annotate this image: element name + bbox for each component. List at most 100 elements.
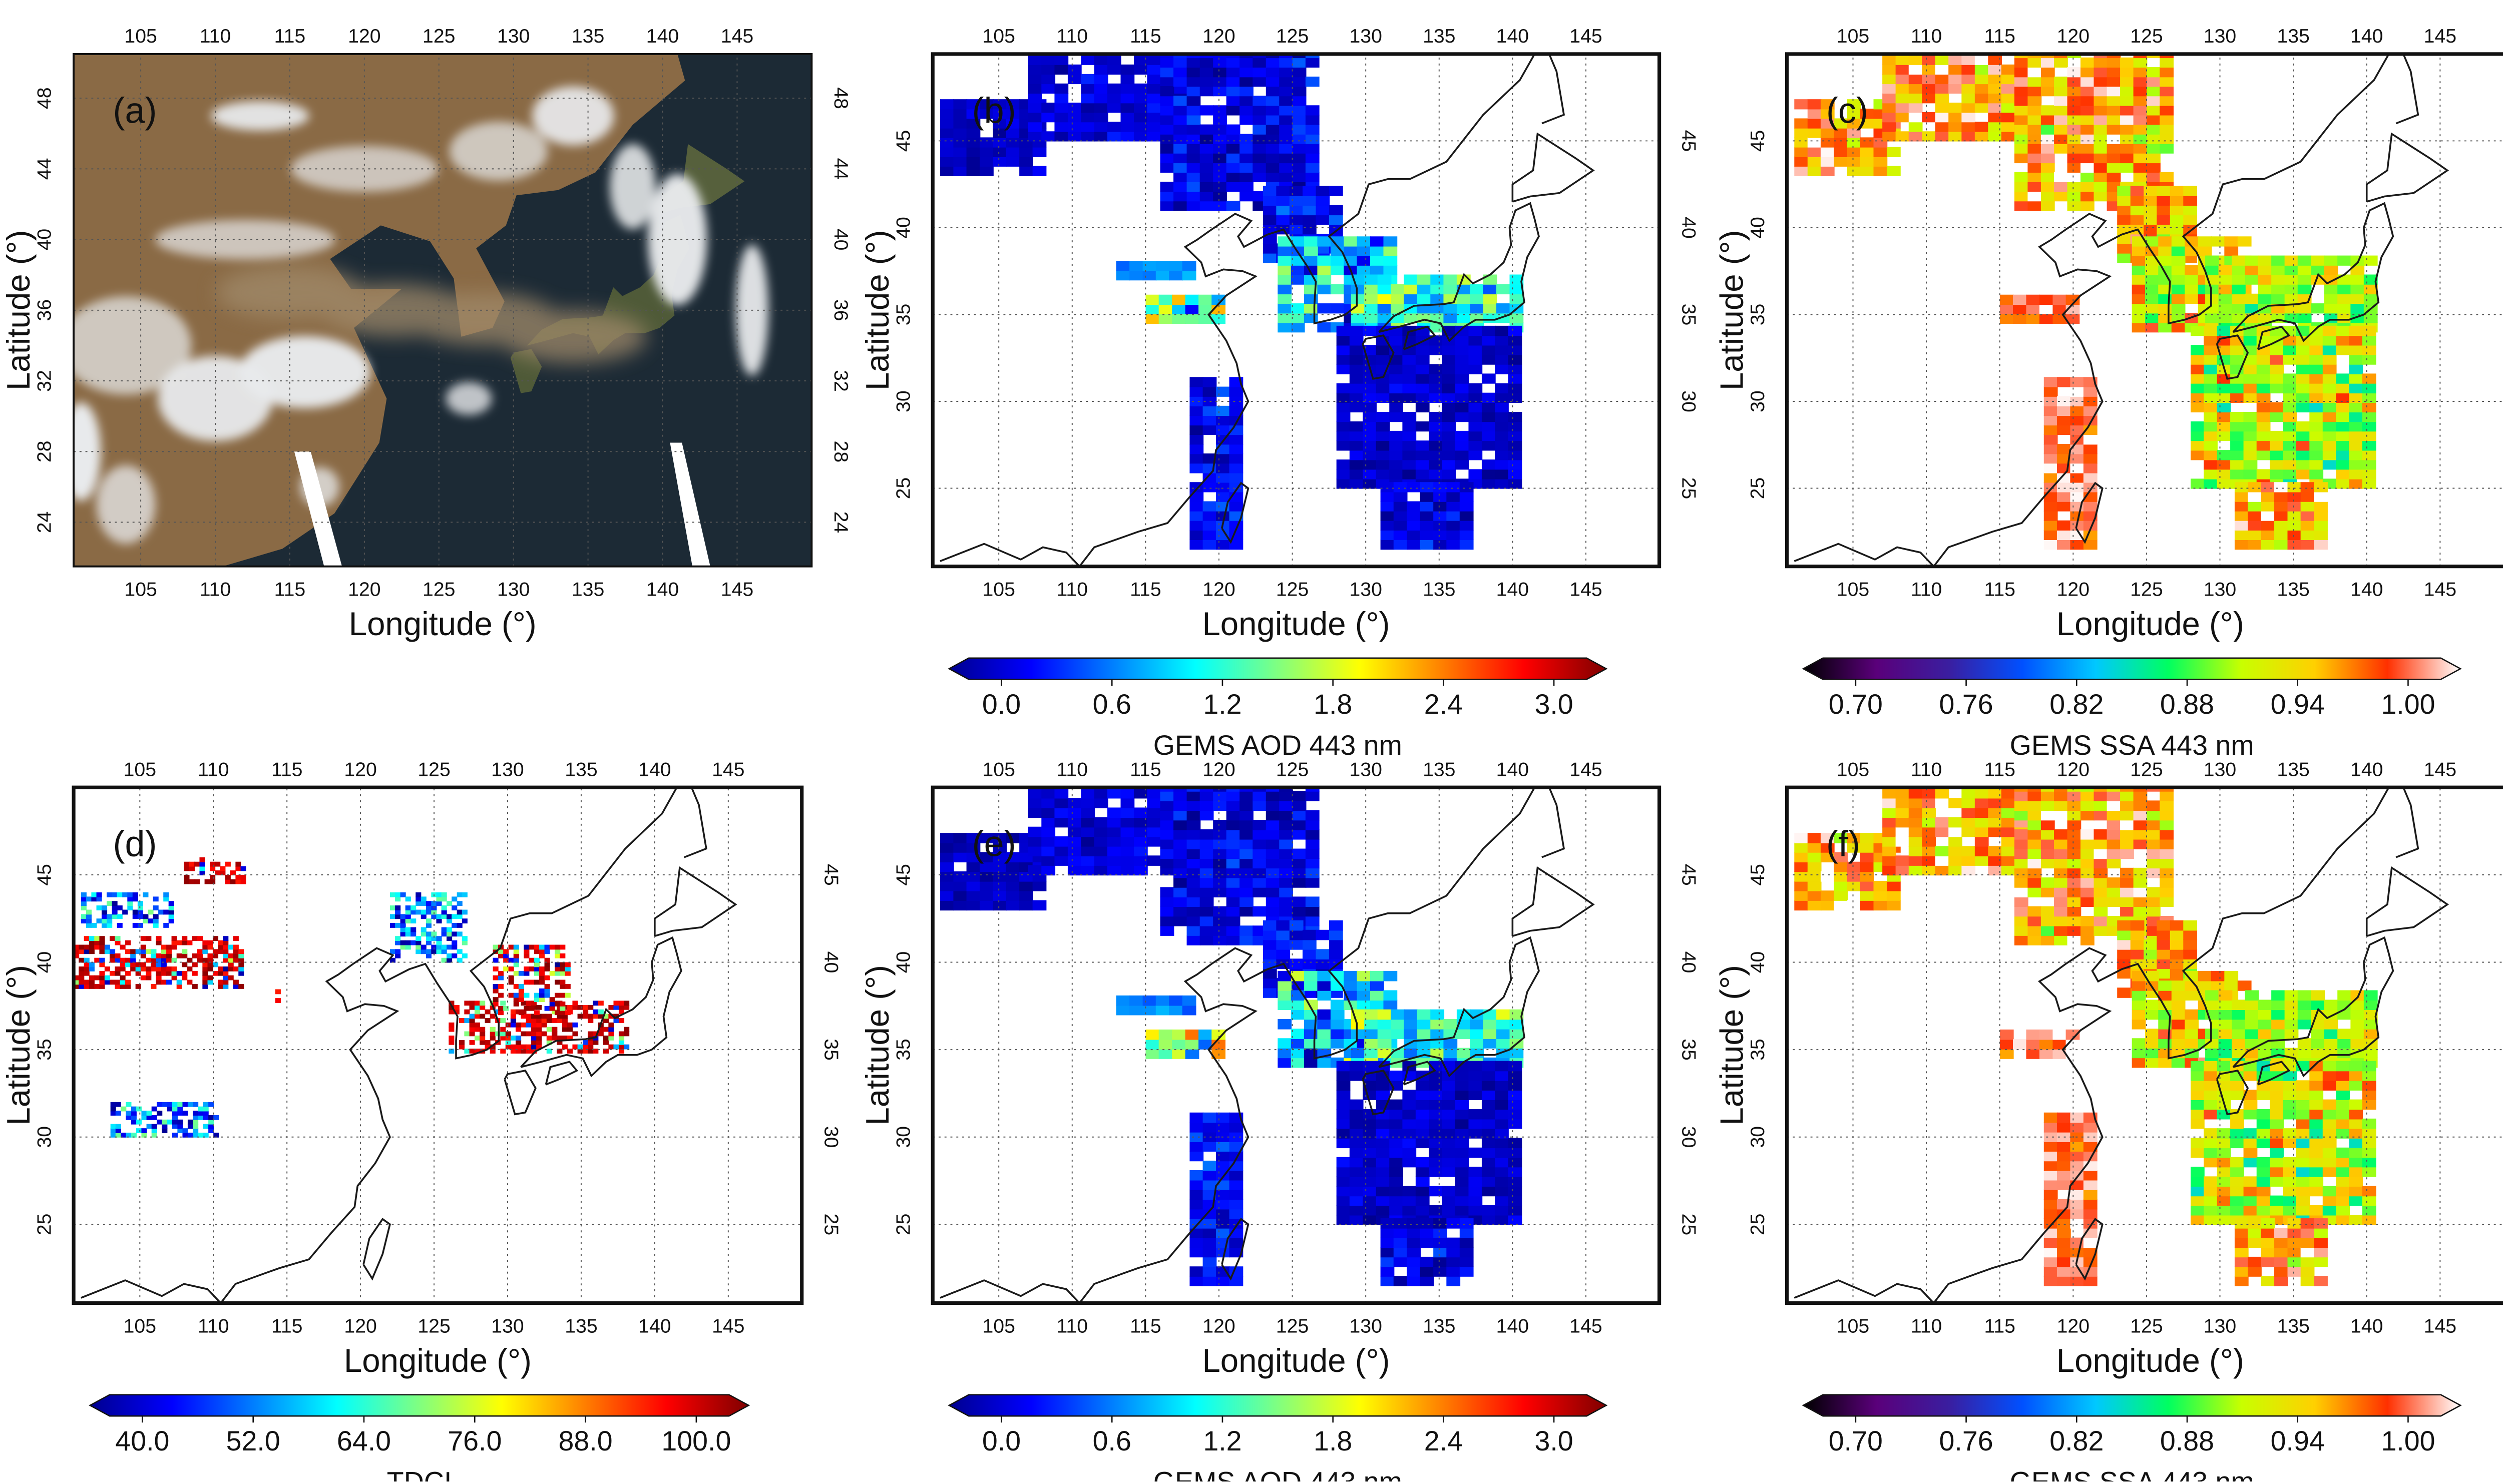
pixel	[2296, 1138, 2310, 1149]
pixel	[2043, 1151, 2058, 1162]
pixel	[410, 909, 416, 915]
pixel	[120, 962, 126, 967]
pixel	[498, 1010, 504, 1016]
pixel	[1229, 386, 1243, 397]
pixel	[1172, 294, 1186, 305]
pixel	[2067, 191, 2081, 202]
pixel	[1860, 833, 1874, 843]
pixel	[1509, 293, 1524, 304]
pixel	[598, 1001, 604, 1006]
pixel	[182, 975, 188, 980]
pixel	[1363, 345, 1377, 355]
pixel	[2040, 839, 2055, 849]
top-longitude-ticks: 105 110 115 120 125 130 135 140 145	[124, 758, 745, 780]
pixel	[1304, 1038, 1318, 1049]
pixel	[2204, 1215, 2218, 1225]
pixel	[505, 1031, 511, 1037]
pixel	[235, 874, 241, 880]
pixel	[2350, 1000, 2365, 1011]
pixel	[1481, 440, 1496, 451]
pixel	[2205, 255, 2219, 266]
pixel	[490, 1027, 496, 1032]
pixel	[1094, 817, 1108, 828]
bottom-tick-label: 110	[1057, 579, 1088, 601]
pixel	[2083, 1122, 2098, 1133]
pixel	[189, 861, 195, 867]
pixel	[1054, 846, 1069, 856]
pixel	[1442, 1099, 1456, 1110]
pixel	[536, 1031, 542, 1037]
pixel	[112, 901, 118, 906]
lat-tick-label: 48	[33, 87, 55, 109]
pixel	[940, 852, 954, 863]
pixel	[431, 901, 437, 906]
pixel	[2040, 86, 2055, 97]
pixel	[84, 984, 90, 989]
pixel	[452, 944, 458, 950]
pixel	[1495, 421, 1509, 432]
pixel	[624, 1005, 630, 1010]
pixel	[2147, 787, 2161, 792]
pixel	[2080, 810, 2095, 821]
pixel	[1860, 871, 1874, 882]
pixel	[130, 949, 136, 954]
pixel	[1199, 172, 1214, 183]
pixel	[1446, 1276, 1461, 1286]
pixel	[1186, 162, 1201, 173]
top-tick-label: 105	[1837, 25, 1869, 47]
pixel	[2258, 1029, 2272, 1039]
pixel	[2336, 411, 2350, 422]
pixel	[1186, 96, 1201, 106]
pixel	[177, 1119, 183, 1125]
pixel	[447, 953, 453, 958]
pixel	[1389, 1128, 1404, 1139]
pixel	[2245, 265, 2259, 275]
pixel	[583, 1044, 589, 1050]
pixel	[127, 901, 133, 906]
pixel	[1317, 303, 1332, 314]
pixel	[588, 1005, 594, 1010]
pixel	[1495, 411, 1509, 422]
pixel	[1216, 1189, 1230, 1200]
pixel	[2056, 1112, 2071, 1123]
pixel	[521, 1014, 527, 1019]
pixel	[2362, 383, 2376, 393]
pixel	[1253, 787, 1267, 792]
pixel	[1895, 836, 1910, 847]
pixel	[1189, 1151, 1204, 1162]
pixel	[567, 1036, 573, 1041]
pixel	[966, 137, 981, 148]
pixel	[464, 1009, 470, 1015]
pixel	[980, 880, 994, 891]
pixel	[2230, 1118, 2244, 1129]
pixel	[1199, 839, 1214, 849]
pixel	[197, 949, 203, 954]
pixel	[1420, 491, 1434, 502]
pixel	[1278, 1057, 1292, 1068]
pixel	[1935, 122, 1949, 132]
pixel	[2185, 274, 2199, 285]
pixel	[2157, 958, 2171, 969]
pixel	[2217, 1167, 2231, 1177]
pixel	[2362, 392, 2376, 403]
pixel	[966, 128, 981, 138]
pixel	[238, 949, 244, 954]
pixel	[1041, 103, 1056, 113]
pixel	[1508, 1090, 1522, 1100]
pixel	[2056, 491, 2071, 502]
pixel	[1364, 1048, 1379, 1059]
pixel	[233, 984, 239, 989]
pixel	[1380, 520, 1395, 531]
pixel	[1173, 829, 1187, 840]
pixel	[2120, 810, 2134, 821]
pixel	[447, 931, 453, 937]
pixel	[1316, 214, 1330, 225]
pixel	[966, 99, 981, 110]
pixel	[2027, 105, 2042, 116]
pixel	[2271, 274, 2285, 285]
pixel	[1509, 284, 1524, 295]
pixel	[1279, 867, 1294, 878]
pixel	[1794, 156, 1809, 167]
pixel	[1404, 284, 1418, 295]
pixel	[2145, 1009, 2159, 1020]
